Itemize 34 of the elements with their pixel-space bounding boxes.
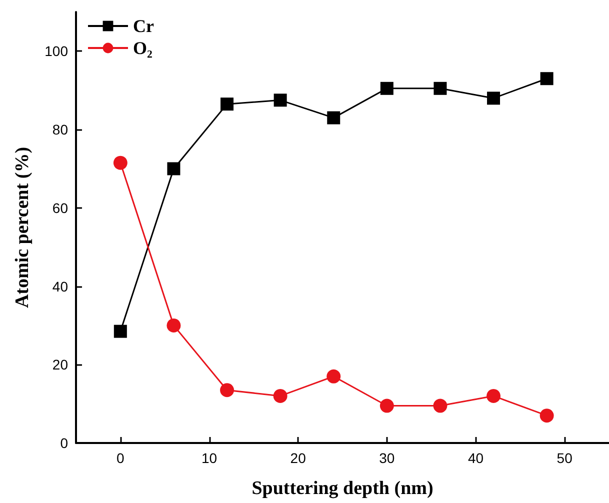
point	[220, 98, 234, 111]
point	[434, 82, 447, 95]
point	[487, 92, 500, 105]
x-tick-label: 20	[290, 450, 306, 466]
y-tick-label: 20	[52, 356, 68, 373]
point	[380, 398, 394, 413]
point	[540, 72, 554, 86]
point	[220, 383, 234, 398]
y-tick-label: 80	[52, 122, 68, 138]
point	[166, 318, 181, 332]
point	[273, 388, 288, 403]
point	[540, 408, 554, 423]
x-axis-title: Sputtering depth (nm)	[252, 478, 434, 499]
x-tick-label: 50	[556, 450, 573, 466]
point	[113, 156, 128, 170]
x-tick-label: 10	[201, 450, 218, 466]
x-tick-label: 30	[379, 450, 395, 466]
y-tick-label: 100	[44, 43, 68, 60]
point	[486, 388, 501, 403]
point	[327, 111, 340, 124]
y-tick-label: 60	[52, 200, 68, 216]
point	[433, 398, 448, 413]
y-tick-label: 0	[60, 435, 68, 451]
point	[326, 369, 341, 384]
point	[167, 162, 180, 176]
legend-label: Cr	[133, 16, 154, 36]
x-tick-label: 40	[468, 450, 484, 466]
legend-label: O₂	[133, 38, 152, 58]
y-axis-title: Atomic percent (%)	[12, 146, 33, 308]
y-tick-label: 40	[52, 278, 68, 294]
point	[114, 324, 127, 338]
point	[274, 94, 287, 107]
point	[380, 82, 394, 95]
x-tick-label: 0	[116, 450, 125, 466]
